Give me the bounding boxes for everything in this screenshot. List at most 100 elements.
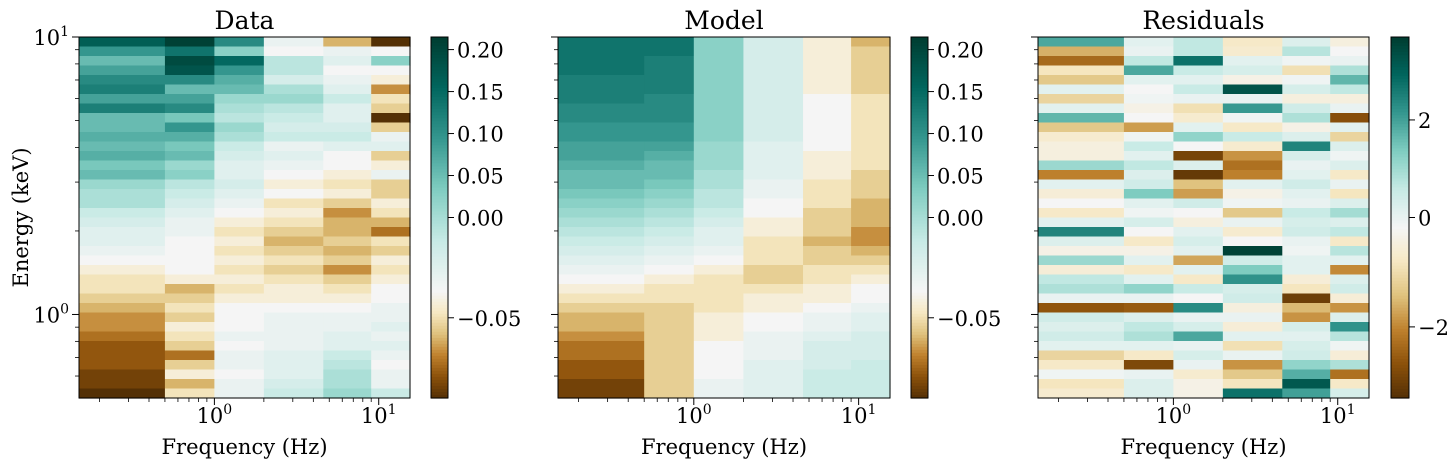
colorbar-segment [431,190,448,195]
colorbar-segment [1391,172,1409,176]
heatmap-cell [371,103,411,114]
colorbar-segment [431,277,448,282]
heatmap-cell [1222,293,1283,304]
heatmap-cell [1123,388,1174,399]
colorbar-segment [431,319,448,324]
colorbar-segment [911,94,928,98]
heatmap-cell [1222,122,1283,133]
heatmap-cell [851,113,891,124]
heatmap-cell [1173,170,1224,181]
heatmap-cell [214,170,265,181]
heatmap-cell [1222,94,1283,105]
heatmap-cell [1038,284,1125,295]
heatmap-cell [164,312,215,323]
colorbar-segment [911,313,928,318]
heatmap-cell [263,46,324,57]
heatmap-cell [263,284,324,295]
heatmap-cell [693,189,745,200]
colorbar-segment [911,382,928,387]
heatmap-cell [1038,246,1125,257]
heatmap-cell [1222,331,1283,342]
x-tick-label: 100 [1156,402,1192,428]
heatmap-cell [1222,160,1283,171]
heatmap-cell [164,369,215,380]
heatmap-cell [558,46,645,57]
colorbar-segment [1391,280,1409,285]
colorbar-segment [1391,304,1409,309]
heatmap-cell [693,94,745,105]
colorbar-segment [1391,391,1409,396]
colorbar-tick-label: 0.05 [937,165,984,189]
heatmap-cell [1282,160,1331,171]
heatmap-cell [1038,236,1125,247]
heatmap-cell [693,255,745,266]
heatmap-cell [323,122,372,133]
colorbar-segment [431,121,448,125]
colorbar-segment [431,154,448,158]
heatmap-cell [644,350,695,361]
heatmap-cell [79,369,166,380]
heatmap-cell [1173,322,1224,333]
heatmap-cell [323,274,372,285]
heatmap-cell [1123,189,1174,200]
heatmap-cell [558,170,645,181]
heatmap-cell [214,341,265,352]
heatmap-cell [1038,208,1125,219]
colorbar-tick-label: 0.15 [937,81,984,105]
heatmap-cell [214,379,265,390]
colorbar-segment [1391,181,1409,186]
heatmap-cell [79,284,166,295]
heatmap-cell [558,265,645,276]
heatmap-cell [79,179,166,190]
heatmap-cell [214,369,265,380]
heatmap-cell [1282,75,1331,86]
heatmap-cell [693,293,745,304]
heatmap-cell [164,151,215,162]
heatmap-cell [371,94,411,105]
colorbar-segment [431,217,448,222]
heatmap-cell [79,265,166,276]
colorbar-segment [911,364,928,369]
heatmap-cell [214,179,265,190]
colorbar-segment [1391,88,1409,92]
heatmap-cell [79,227,166,238]
heatmap-cell [1330,56,1370,67]
heatmap-cell [79,94,166,105]
heatmap-cell [1173,65,1224,76]
heatmap-cell [558,388,645,399]
heatmap-cell [371,56,411,67]
heatmap-cell [693,65,745,76]
heatmap-cell [1222,208,1283,219]
heatmap-cell [79,331,166,342]
heatmap-cell [1282,113,1331,124]
x-tick-label: 101 [1320,402,1356,428]
heatmap-cell [323,56,372,67]
heatmap-cell [164,56,215,67]
colorbar-segment [1391,337,1409,342]
heatmap-cell [803,189,852,200]
heatmap-cell [693,56,745,67]
heatmap-cell [803,94,852,105]
heatmap-cell [1282,122,1331,133]
heatmap-cell [214,227,265,238]
heatmap-cell [79,246,166,257]
heatmap-cell [743,246,804,257]
colorbar-segment [431,82,448,86]
colorbar-segment [1391,379,1409,384]
heatmap-cell [1123,179,1174,190]
heatmap-cell [1330,103,1370,114]
heatmap-cell [263,369,324,380]
heatmap-cell [1173,369,1224,380]
heatmap-cell [693,141,745,152]
colorbar-segment [911,373,928,378]
heatmap-cell [263,103,324,114]
colorbar-segment [1391,202,1409,207]
chart-title: Data [215,6,275,35]
heatmap-cell [693,246,745,257]
heatmap-cell [263,56,324,67]
heatmap-cell [558,189,645,200]
colorbar-segment [911,241,928,246]
colorbar-segment [911,130,928,134]
colorbar-segment [911,325,928,330]
heatmap-cell [644,236,695,247]
